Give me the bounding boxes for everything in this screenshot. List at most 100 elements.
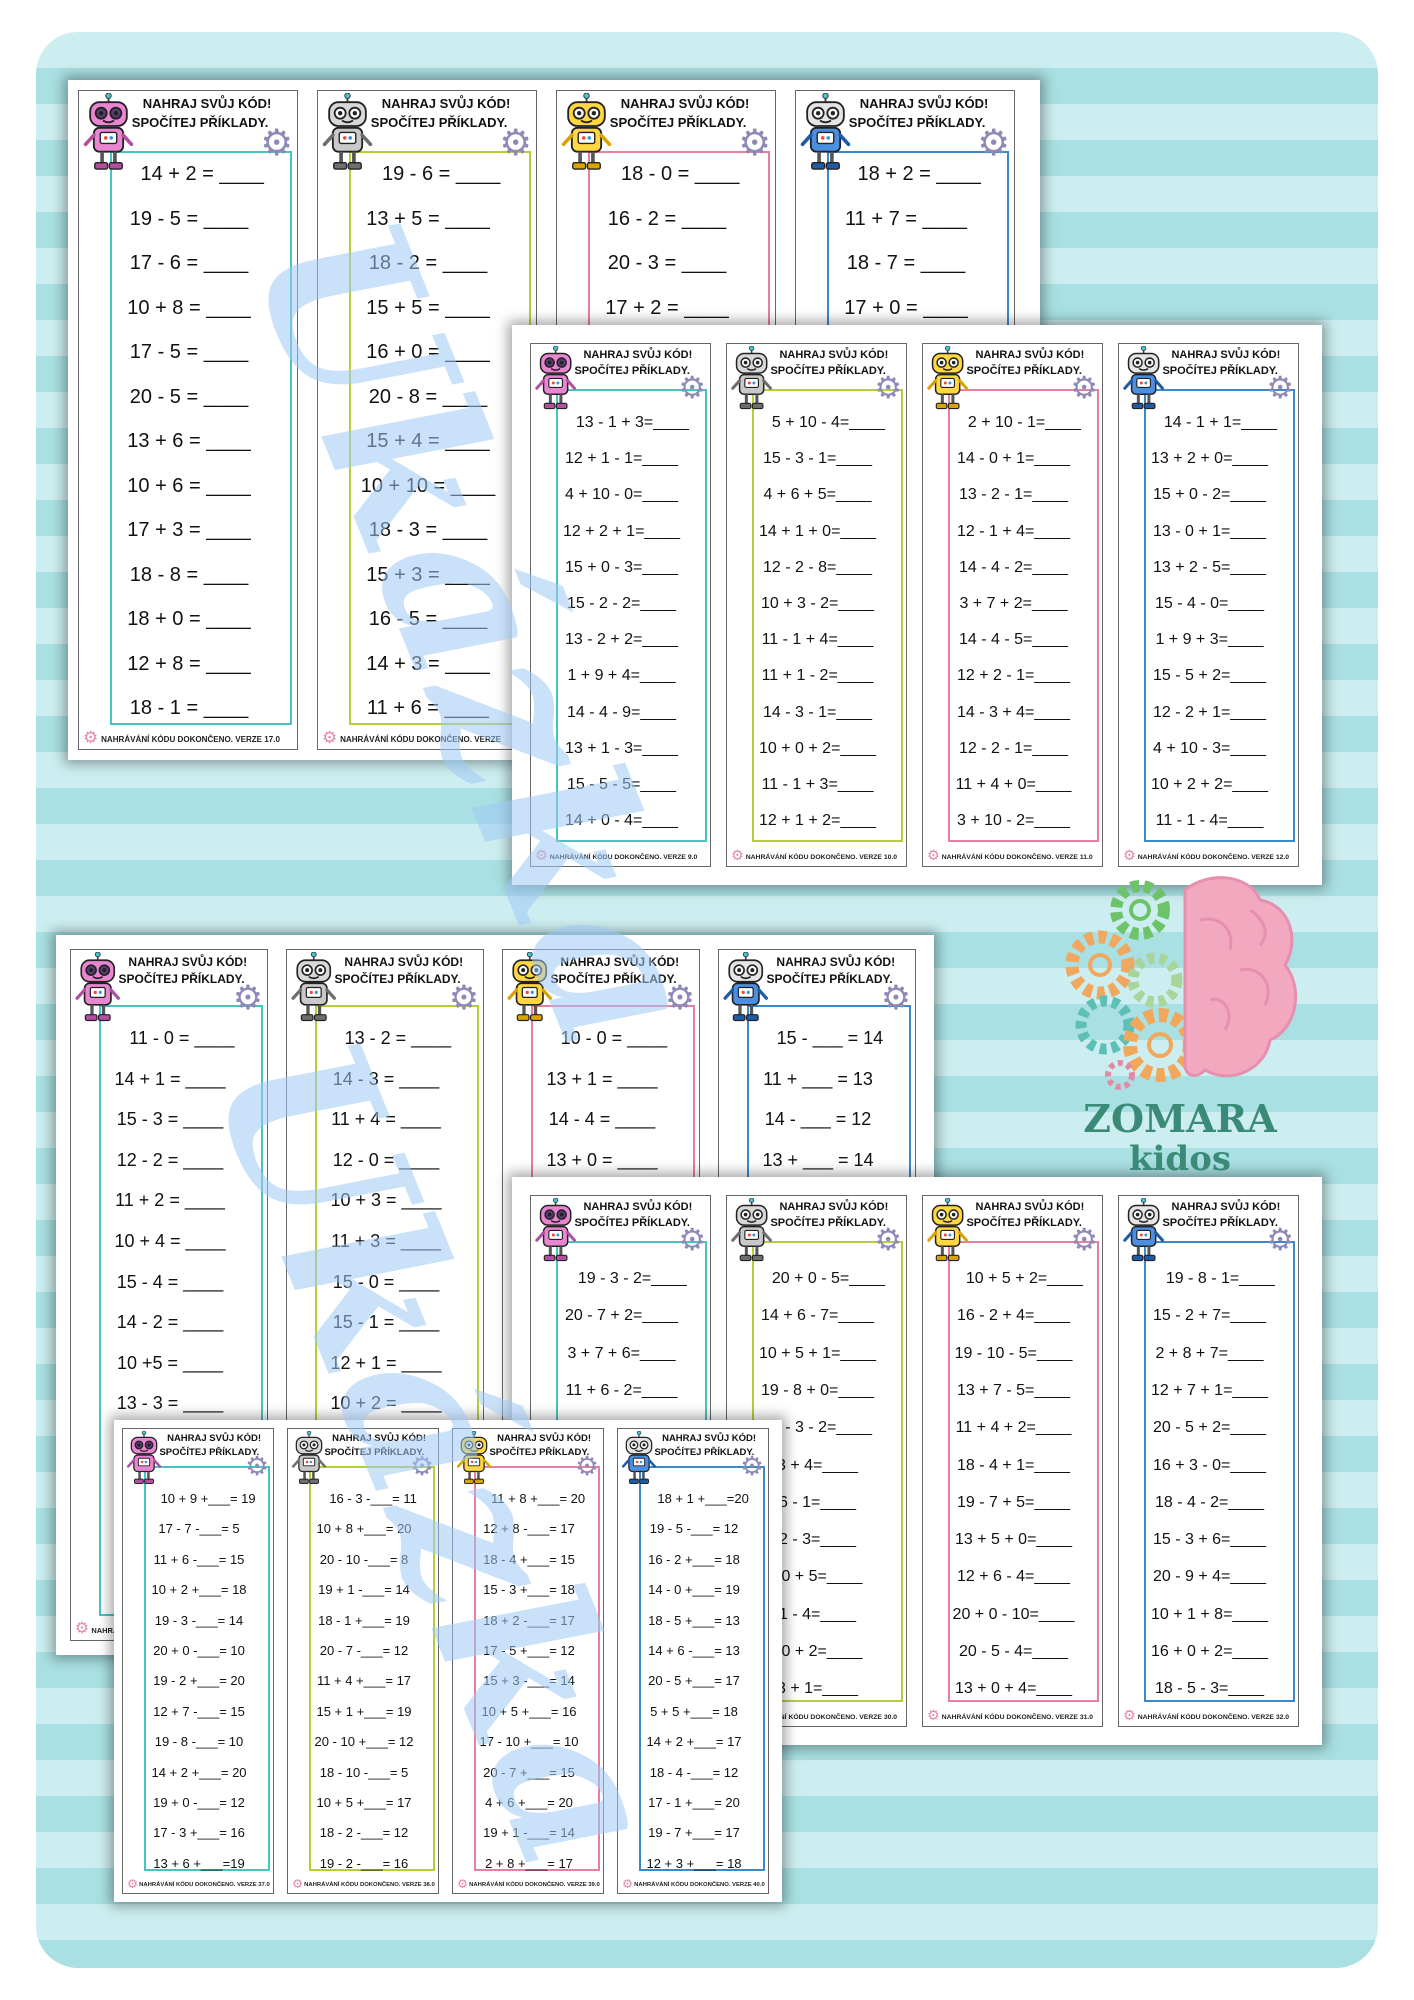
equation: 4 + 6 +___= 20 bbox=[485, 1795, 573, 1810]
worksheet-card: ⚙ NAHRAJ SVŮJ KÓD! SPOČÍTEJ PŘÍKLADY. 16 - … bbox=[287, 1428, 439, 1894]
card-title-line1: NAHRAJ SVŮJ KÓD! bbox=[332, 1433, 427, 1444]
footer-gear-icon: ⚙ bbox=[731, 847, 744, 864]
equation: 16 + 0 + 2=____ bbox=[1151, 1643, 1268, 1660]
equation: 17 - 5 = ____ bbox=[129, 341, 249, 363]
worksheet-card: ⚙ NAHRAJ SVŮJ KÓD! SPOČÍTEJ PŘÍKLADY. 11 + … bbox=[452, 1428, 604, 1894]
equation: 15 - 3 - 1=____ bbox=[763, 450, 872, 468]
equation: 10 + 5 +___= 16 bbox=[481, 1703, 577, 1719]
equation: 20 - 5 - 4=____ bbox=[959, 1643, 1068, 1660]
equation: 15 - 4 = ____ bbox=[116, 1271, 224, 1292]
equation: 12 - 2 - 8=____ bbox=[763, 558, 872, 576]
equation: 14 - 3 + 4=____ bbox=[957, 703, 1070, 721]
card-title-line2: SPOČÍTEJ PŘÍKLADY. bbox=[770, 364, 886, 377]
equation: 13 - 3 = ____ bbox=[116, 1393, 224, 1414]
equation: 15 + 3 = ____ bbox=[366, 563, 490, 586]
equation: 13 - 2 = ____ bbox=[344, 1028, 452, 1048]
equation: 11 - 1 - 4=____ bbox=[1155, 812, 1264, 830]
card-title-line1: NAHRAJ SVŮJ KÓD! bbox=[776, 955, 896, 969]
footer-gear-icon: ⚙ bbox=[83, 727, 99, 748]
equation: 10 + 5=____ bbox=[772, 1568, 863, 1586]
equation: 20 - 5 + 2=____ bbox=[1153, 1419, 1266, 1437]
card-inner-border bbox=[474, 1466, 601, 1871]
card-title-line2: SPOČÍTEJ PŘÍKLADY. bbox=[550, 972, 677, 987]
gear-icon: ⚙ bbox=[575, 1450, 599, 1482]
equation: 14 - 4 - 2=____ bbox=[959, 558, 1068, 576]
equation: 12 + 7 -___= 15 bbox=[153, 1703, 245, 1719]
equation: 12 + 6 - 4=____ bbox=[957, 1568, 1070, 1586]
equation: 12 - 0 = ____ bbox=[332, 1149, 440, 1170]
equation: 10 + 8 +___= 20 bbox=[316, 1521, 412, 1537]
equation: 11 + 6 = ____ bbox=[367, 697, 489, 719]
equation: 18 + 1 +___=20 bbox=[657, 1491, 749, 1506]
robot-gray-icon bbox=[729, 345, 774, 417]
equation: 10 + 10 = ____ bbox=[360, 474, 496, 497]
card-inner-border bbox=[948, 1240, 1099, 1702]
equation: 17 + 2 = ____ bbox=[605, 296, 729, 319]
equation: 20 - 10 -___= 8 bbox=[319, 1551, 409, 1567]
equation: 1 + 9 + 3=____ bbox=[1155, 631, 1264, 649]
footer-gear-icon: ⚙ bbox=[75, 1619, 89, 1638]
worksheet-card: ⚙ NAHRAJ SVŮJ KÓD! SPOČÍTEJ PŘÍKLADY. 19 - … bbox=[1118, 1195, 1299, 1727]
equation: 19 - 6 = ____ bbox=[381, 163, 501, 185]
equation: 10 + 5 + 2=____ bbox=[965, 1270, 1083, 1287]
equation: 19 - 3 -___= 14 bbox=[154, 1612, 244, 1628]
card-footer: NAHRÁVÁNÍ KÓDU DOKONČENO. VERZE 12.0 bbox=[1137, 854, 1290, 861]
equation: 11 + 7 = ____ bbox=[845, 207, 967, 230]
robot-yellow-icon bbox=[925, 1197, 970, 1269]
equation: 14 + 1 = ____ bbox=[114, 1068, 226, 1089]
worksheet-sheet: ⚙ NAHRAJ SVŮJ KÓD! SPOČÍTEJ PŘÍKLADY. 10 + … bbox=[114, 1420, 782, 1902]
card-title-line1: NAHRAJ SVŮJ KÓD! bbox=[583, 1201, 693, 1213]
card-title-line2: SPOČÍTEJ PŘÍKLADY. bbox=[766, 972, 893, 987]
equation: 13 + 6 = ____ bbox=[127, 430, 251, 452]
card-title-line1: NAHRAJ SVŮJ KÓD! bbox=[859, 96, 989, 111]
equation: 13 - 3 - 2=____ bbox=[763, 1419, 872, 1437]
footer-gear-icon: ⚙ bbox=[622, 1876, 634, 1891]
equation: 16 - 5 = ____ bbox=[368, 608, 488, 630]
card-title-line2: SPOČÍTEJ PŘÍKLADY. bbox=[574, 364, 690, 377]
equation: 14 - 1 + 1=____ bbox=[1163, 414, 1277, 431]
card-inner-border bbox=[1144, 1240, 1295, 1702]
card-footer: NAHRÁVÁNÍ KÓDU DOKONČENO. VERZE 38.0 bbox=[304, 1882, 435, 1888]
equation: 20 - 7 +___= 15 bbox=[483, 1764, 575, 1780]
equation: 19 - 8 -___= 10 bbox=[154, 1734, 244, 1750]
gear-icon: ⚙ bbox=[664, 978, 695, 1018]
footer-gear-icon: ⚙ bbox=[1123, 847, 1136, 864]
equation: 20 - 3 = ____ bbox=[607, 252, 727, 274]
equation: 13 + 2 - 5=____ bbox=[1153, 558, 1266, 576]
card-footer: NAHRÁVÁNÍ KÓDU DOKONČENO. VERZE 11.0 bbox=[941, 854, 1093, 861]
equation: 14 + 3 = ____ bbox=[366, 652, 490, 675]
equation: 10 + 9 +___= 19 bbox=[160, 1491, 256, 1506]
equation: 13 - 2 + 2=____ bbox=[565, 631, 678, 649]
equation: 14 - 4 = ____ bbox=[548, 1109, 656, 1130]
equation: 5 + 5 +___= 18 bbox=[650, 1703, 738, 1719]
equation: 16 - 2 +___= 18 bbox=[648, 1551, 740, 1567]
equation: 15 - 4 - 0=____ bbox=[1155, 595, 1264, 612]
card-footer: NAHRÁVÁNÍ KÓDU DOKONČENO. VERZE 40.0 bbox=[634, 1882, 765, 1888]
equation: 12 + 2 - 1=____ bbox=[957, 667, 1070, 685]
card-title-line2: SPOČÍTEJ PŘÍKLADY. bbox=[966, 364, 1082, 377]
card-title-line2: SPOČÍTEJ PŘÍKLADY. bbox=[159, 1446, 260, 1458]
equation: 17 + 0 = ____ bbox=[844, 296, 968, 319]
equation: 15 + 0 - 3=____ bbox=[565, 558, 678, 576]
equation: 16 + 3 - 0=____ bbox=[1153, 1456, 1266, 1474]
card-footer: NAHRÁVÁNÍ KÓDU DOKONČENO. VERZE 32.0 bbox=[1137, 1714, 1290, 1721]
equation: 19 - 7 +___= 17 bbox=[648, 1825, 740, 1841]
card-title-line2: SPOČÍTEJ PŘÍKLADY. bbox=[770, 1216, 886, 1229]
card-footer: NAHRÁVÁNÍ KÓDU DOKONČENO. VERZE bbox=[340, 735, 502, 744]
equation: 18 + 2 -___= 17 bbox=[483, 1612, 575, 1628]
equation: 1 + 9 + 4=____ bbox=[567, 667, 676, 685]
footer-gear-icon: ⚙ bbox=[292, 1876, 304, 1891]
equation: 19 - 3 - 2=____ bbox=[577, 1270, 687, 1287]
gear-icon: ⚙ bbox=[410, 1450, 434, 1482]
footer-gear-icon: ⚙ bbox=[1123, 1707, 1136, 1724]
equation: 17 - 7 -___= 5 bbox=[158, 1521, 240, 1537]
equation: 12 + 1 + 2=____ bbox=[759, 812, 876, 830]
equation: 12 + 2 + 1=____ bbox=[563, 522, 680, 540]
equation: 14 - 2 = ____ bbox=[116, 1312, 224, 1333]
card-title-line2: SPOČÍTEJ PŘÍKLADY. bbox=[654, 1446, 755, 1458]
gear-icon: ⚙ bbox=[678, 1221, 706, 1258]
equation: 10 + 2 + 2=____ bbox=[1151, 776, 1268, 793]
equation: 18 - 5 - 3=____ bbox=[1155, 1680, 1264, 1698]
gear-icon: ⚙ bbox=[678, 369, 706, 406]
equation: 18 - 2 -___= 12 bbox=[319, 1825, 409, 1841]
